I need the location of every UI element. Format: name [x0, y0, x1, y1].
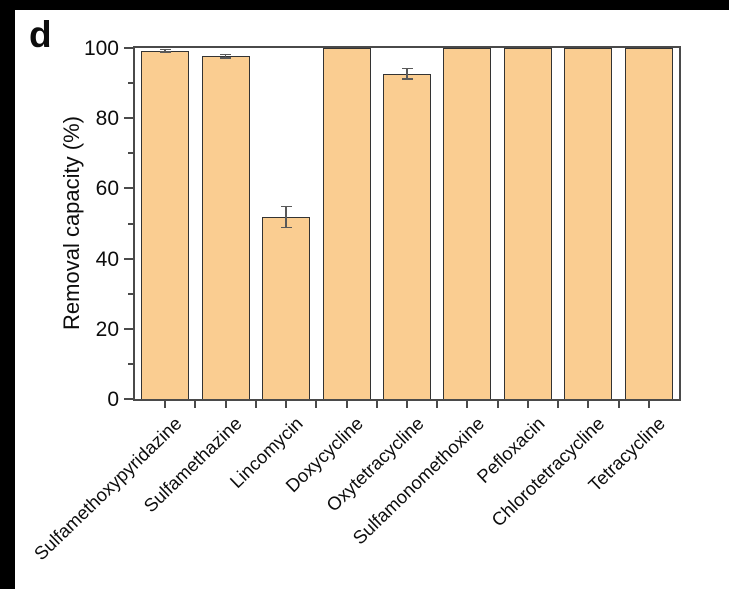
x-tick — [375, 401, 378, 408]
error-bar-cap — [220, 57, 232, 59]
y-minor-tick — [128, 292, 133, 295]
y-major-tick — [124, 398, 133, 400]
x-tick — [557, 401, 560, 408]
error-bar-cap — [280, 205, 292, 208]
x-tick — [345, 401, 348, 408]
plot-area — [133, 46, 681, 401]
bar-lincomycin — [262, 217, 311, 399]
x-tick — [164, 401, 167, 408]
x-tick — [587, 401, 590, 408]
error-bar — [285, 206, 287, 228]
bar-doxycycline — [322, 48, 371, 399]
x-tick — [617, 401, 620, 408]
panel-label: d — [29, 14, 52, 55]
error-bar-cap — [159, 51, 171, 53]
y-tick-label: 40 — [95, 247, 119, 271]
error-bar-cap — [159, 48, 171, 51]
x-tick — [224, 401, 227, 408]
y-minor-tick — [128, 222, 133, 225]
black-border-top — [0, 0, 729, 10]
x-category-label: Chlorotetracycline — [487, 412, 609, 531]
x-tick — [436, 401, 439, 408]
x-tick — [647, 401, 650, 408]
bar-sulfamonomethoxine — [443, 48, 492, 399]
black-border-left — [0, 0, 15, 589]
error-bar — [224, 54, 227, 59]
bar-oxytetracycline — [383, 73, 431, 399]
y-minor-tick — [128, 152, 133, 155]
y-major-tick — [124, 327, 133, 330]
y-minor-tick — [128, 362, 133, 365]
x-tick — [496, 401, 499, 408]
bar-sulfamethoxypyridazine — [141, 50, 190, 399]
bar-chlorotetracycline — [564, 48, 613, 399]
x-tick — [526, 401, 529, 408]
error-bar-cap — [220, 53, 232, 56]
y-tick-label: 0 — [107, 388, 119, 411]
bar-sulfamethazine — [201, 56, 250, 399]
y-major-tick — [124, 47, 133, 49]
y-tick-label: 20 — [95, 317, 119, 341]
bar-tetracycline — [624, 48, 673, 399]
x-tick — [466, 401, 469, 408]
x-tick — [285, 401, 288, 408]
x-tick — [194, 401, 197, 408]
y-major-tick — [124, 187, 133, 190]
y-major-tick — [124, 117, 133, 120]
error-bar — [406, 68, 408, 80]
error-bar-cap — [280, 226, 292, 229]
y-major-tick — [124, 257, 133, 260]
error-bar-cap — [401, 78, 413, 80]
x-tick — [254, 401, 257, 408]
x-tick — [315, 401, 318, 408]
error-bar — [164, 49, 166, 53]
y-minor-tick — [128, 82, 133, 85]
y-tick-label: 100 — [83, 37, 119, 60]
y-axis-title: Removal capacity (%) — [59, 116, 84, 330]
bar-pefloxacin — [503, 48, 552, 399]
y-tick-label: 60 — [95, 177, 119, 201]
x-tick — [406, 401, 408, 408]
error-bar-cap — [401, 67, 413, 70]
y-tick-label: 80 — [95, 107, 119, 131]
